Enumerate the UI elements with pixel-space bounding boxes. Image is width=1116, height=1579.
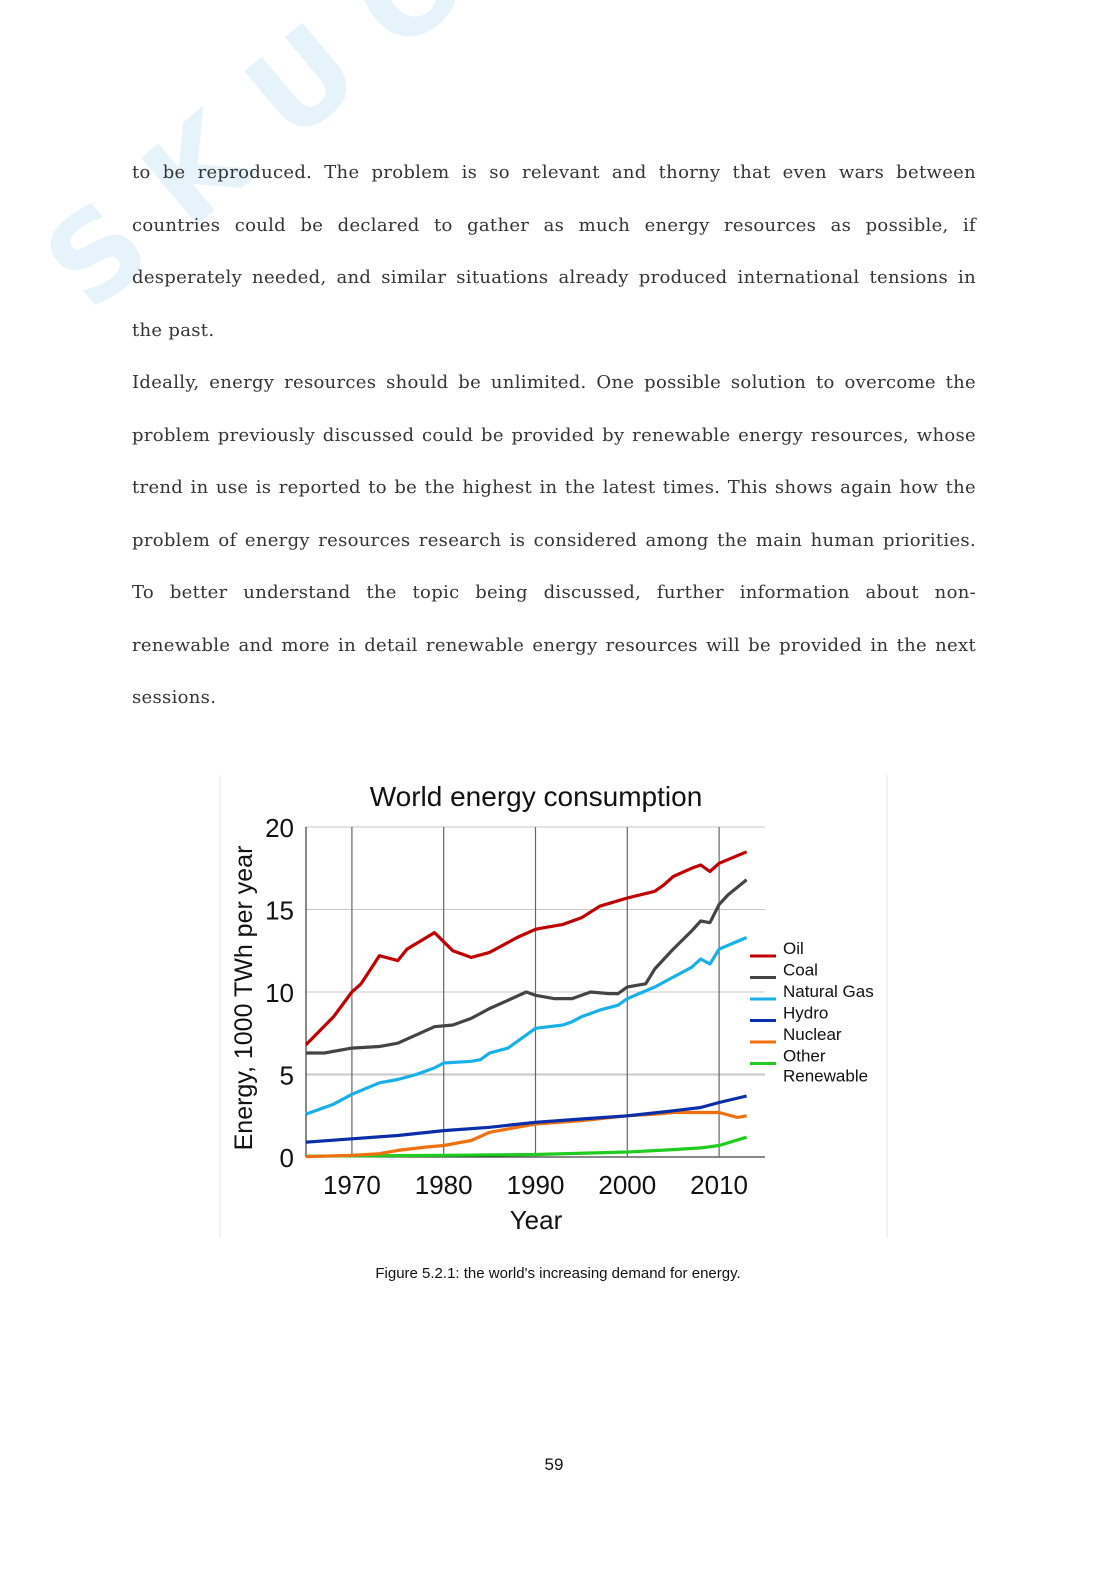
series-line-oil [304, 850, 748, 1046]
text-line: To better understand the topic being dis… [132, 582, 976, 603]
legend-label: Hydro [783, 1004, 828, 1023]
x-tick-label: 1990 [507, 1170, 565, 1200]
y-tick-label: 5 [280, 1061, 294, 1091]
text-line: to be reproduced. The problem is so rele… [132, 162, 976, 183]
x-axis-label: Year [510, 1205, 563, 1235]
x-tick-label: 1980 [415, 1170, 473, 1200]
text-line: problem of energy resources research is … [132, 529, 976, 551]
chart-title: World energy consumption [370, 781, 703, 812]
x-tick-label: 2000 [598, 1170, 656, 1200]
series-line-nuclear [305, 1110, 747, 1159]
text-line: problem previously discussed could be pr… [132, 424, 976, 446]
text-line: the past. [132, 319, 215, 341]
y-tick-label: 10 [265, 978, 294, 1008]
x-tick-label: 2010 [690, 1170, 748, 1200]
series-line-coal [306, 878, 748, 1055]
y-tick-label: 0 [280, 1143, 294, 1173]
page-number: 59 [544, 1455, 564, 1474]
y-axis-label: Energy, 1000 TWh per year [230, 846, 258, 1151]
y-tick-label: 15 [265, 896, 294, 926]
series-line-other-renewable [305, 1135, 748, 1158]
legend-label: Coal [783, 961, 818, 980]
legend-label: Nuclear [783, 1025, 842, 1044]
series-line-natural-gas [305, 936, 748, 1116]
text-line: desperately needed, and similar situatio… [132, 267, 976, 288]
text-line: sessions. [132, 687, 217, 708]
x-tick-label: 1970 [323, 1170, 381, 1200]
body-text: to be reproduced. The problem is so rele… [132, 155, 976, 733]
text-line: Ideally, energy resources should be unli… [132, 372, 976, 393]
series-line-hydro [305, 1094, 747, 1144]
legend-label: Oil [783, 939, 804, 958]
legend-label: Other Renewable [783, 1047, 868, 1086]
legend-label: Natural Gas [783, 982, 874, 1001]
text-line: countries could be declared to gather as… [132, 214, 976, 236]
text-line: trend in use is reported to be the highe… [132, 477, 976, 498]
text-line: renewable and more in detail renewable e… [132, 634, 976, 656]
figure-caption: Figure 5.2.1: the world's increasing dem… [375, 1265, 741, 1282]
y-tick-label: 20 [265, 813, 294, 843]
